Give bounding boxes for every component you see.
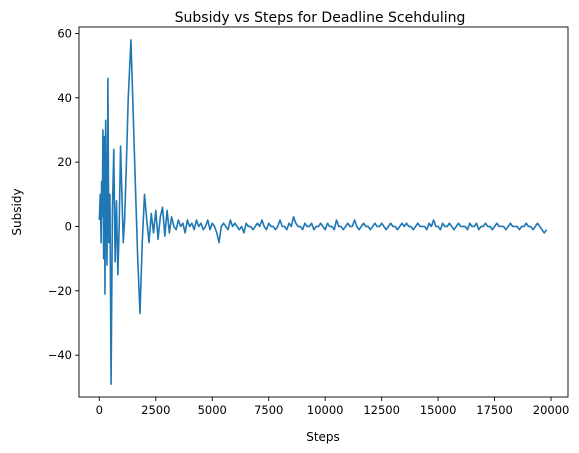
x-tick-label: 17500 bbox=[476, 403, 513, 417]
y-tick-label: 0 bbox=[65, 219, 72, 233]
y-tick-label: 60 bbox=[57, 26, 72, 40]
y-tick-label: −40 bbox=[48, 348, 72, 362]
x-tick-label: 15000 bbox=[420, 403, 457, 417]
y-axis-label: Subsidy bbox=[10, 188, 24, 235]
y-tick-label: −20 bbox=[48, 284, 72, 298]
x-tick-label: 20000 bbox=[533, 403, 570, 417]
x-tick-label: 2500 bbox=[141, 403, 170, 417]
plot-area bbox=[79, 27, 568, 397]
x-tick-label: 12500 bbox=[363, 403, 400, 417]
y-tick-label: 40 bbox=[57, 91, 72, 105]
y-axis-ticks: −40 −20 0 20 40 60 bbox=[48, 26, 79, 362]
y-tick-label: 20 bbox=[57, 155, 72, 169]
x-axis-ticks: 0 2500 5000 7500 10000 12500 15000 17500 20000 bbox=[96, 397, 570, 417]
x-tick-label: 5000 bbox=[198, 403, 227, 417]
chart-title: Subsidy vs Steps for Deadline Scehduling bbox=[175, 10, 466, 26]
x-tick-label: 0 bbox=[96, 403, 103, 417]
x-axis-label: Steps bbox=[306, 430, 340, 444]
subsidy-series-line bbox=[98, 39, 548, 385]
x-tick-label: 10000 bbox=[307, 403, 344, 417]
x-tick-label: 7500 bbox=[254, 403, 283, 417]
plot-frame bbox=[78, 26, 569, 398]
